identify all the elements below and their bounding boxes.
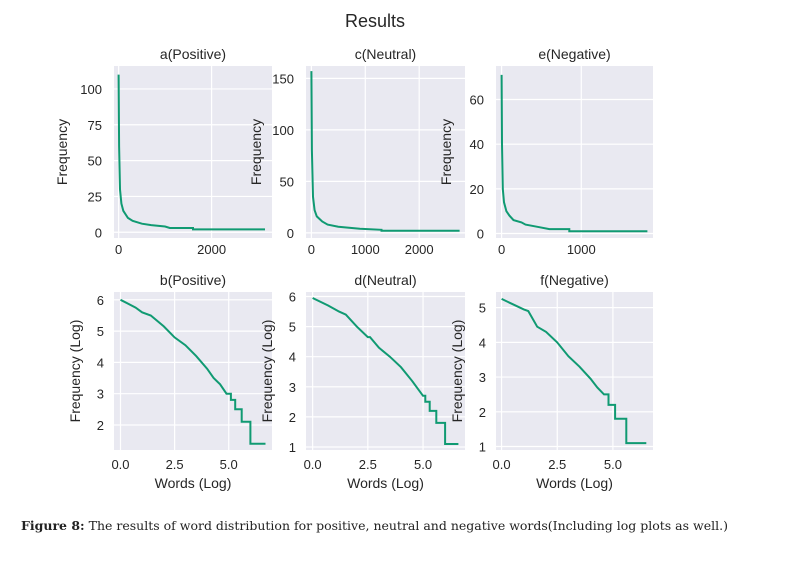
series-line xyxy=(500,74,648,233)
y-axis-label: Frequency (Log) xyxy=(259,320,275,423)
y-tick-label: 4 xyxy=(479,335,486,350)
caption-label: Figure 8: xyxy=(21,518,85,533)
y-tick-label: 100 xyxy=(80,82,102,97)
series-line xyxy=(501,297,647,445)
series-line xyxy=(117,74,265,231)
y-tick-label: 1 xyxy=(289,440,296,455)
x-tick-label: 0.0 xyxy=(111,457,129,472)
y-tick-label: 20 xyxy=(470,182,484,197)
plot-area xyxy=(306,292,465,450)
subplot-title: f(Negative) xyxy=(540,272,608,288)
y-tick-label: 2 xyxy=(289,410,296,425)
x-tick-label: 2.5 xyxy=(548,457,566,472)
subplot-title: a(Positive) xyxy=(160,46,226,62)
x-tick-label: 0 xyxy=(498,242,505,257)
y-tick-label: 5 xyxy=(97,324,104,339)
y-tick-label: 5 xyxy=(479,301,486,316)
plot-area xyxy=(306,66,465,238)
subplot-title: d(Neutral) xyxy=(354,272,416,288)
series-line xyxy=(120,298,266,445)
x-tick-label: 0 xyxy=(308,242,315,257)
subplot-d: 0.0 2.5 5.0 1 2 3 4 5 6 d(Neutral) Frequency (Log)… xyxy=(259,272,465,491)
x-tick-label: 2000 xyxy=(405,242,434,257)
subplot-b: 0.0 2.5 5.0 2 3 4 5 6 b(Positive) Frequency (Log)… xyxy=(67,272,272,491)
y-tick-label: 6 xyxy=(97,293,104,308)
x-tick-label: 2.5 xyxy=(166,457,184,472)
subplot-title: c(Neutral) xyxy=(355,46,416,62)
y-axis-label: Frequency xyxy=(438,119,454,185)
y-axis-label: Frequency (Log) xyxy=(67,320,83,423)
y-tick-label: 4 xyxy=(97,355,104,370)
x-tick-label: 5.0 xyxy=(604,457,622,472)
x-tick-label: 1000 xyxy=(351,242,380,257)
y-axis-label: Frequency (Log) xyxy=(449,320,465,423)
y-tick-label: 50 xyxy=(88,154,102,169)
subplot-e: 0 1000 0 20 40 60 e(Negative) Frequency xyxy=(438,46,653,257)
y-tick-label: 60 xyxy=(470,93,484,108)
y-tick-label: 100 xyxy=(272,123,294,138)
y-axis-label: Frequency xyxy=(54,119,70,185)
plot-area xyxy=(114,66,272,238)
x-tick-label: 0.0 xyxy=(493,457,511,472)
series-line xyxy=(312,297,459,445)
y-tick-label: 25 xyxy=(88,189,102,204)
y-tick-label: 150 xyxy=(272,71,294,86)
figure-suptitle: Results xyxy=(345,11,405,31)
y-tick-label: 2 xyxy=(97,418,104,433)
y-tick-label: 3 xyxy=(97,387,104,402)
subplot-title: e(Negative) xyxy=(538,46,610,62)
plot-area xyxy=(496,292,653,450)
y-tick-label: 50 xyxy=(280,174,294,189)
plot-area xyxy=(496,66,653,238)
x-tick-label: 0 xyxy=(115,242,122,257)
y-tick-label: 0 xyxy=(477,227,484,242)
y-axis-label: Frequency xyxy=(248,119,264,185)
x-tick-label: 0.0 xyxy=(304,457,322,472)
y-tick-label: 40 xyxy=(470,137,484,152)
y-tick-label: 5 xyxy=(289,320,296,335)
y-tick-label: 3 xyxy=(479,370,486,385)
subplot-title: b(Positive) xyxy=(160,272,226,288)
x-tick-label: 5.0 xyxy=(220,457,238,472)
caption-text: The results of word distribution for pos… xyxy=(84,518,728,533)
y-tick-label: 1 xyxy=(479,440,486,455)
y-tick-label: 6 xyxy=(289,290,296,305)
series-line xyxy=(310,71,460,232)
y-tick-label: 3 xyxy=(289,380,296,395)
x-tick-label: 2.5 xyxy=(359,457,377,472)
subplot-f: 0.0 2.5 5.0 1 2 3 4 5 f(Negative) Frequency (Log)… xyxy=(449,272,653,491)
y-tick-label: 0 xyxy=(287,226,294,241)
y-tick-label: 4 xyxy=(289,350,296,365)
x-axis-label: Words (Log) xyxy=(536,475,613,491)
y-tick-label: 0 xyxy=(95,225,102,240)
y-tick-label: 2 xyxy=(479,405,486,420)
x-tick-label: 1000 xyxy=(567,242,596,257)
x-tick-label: 5.0 xyxy=(414,457,432,472)
subplot-a: 0 2000 0 25 50 75 100 a(Positive) Frequency xyxy=(54,46,272,257)
x-axis-label: Words (Log) xyxy=(155,475,232,491)
y-tick-label: 75 xyxy=(88,118,102,133)
figure-caption: Figure 8: The results of word distributi… xyxy=(21,518,728,533)
x-axis-label: Words (Log) xyxy=(347,475,424,491)
subplot-c: 0 1000 2000 0 50 100 150 c(Neutral) Frequency xyxy=(248,46,465,257)
plot-area xyxy=(114,292,272,450)
x-tick-label: 2000 xyxy=(197,242,226,257)
